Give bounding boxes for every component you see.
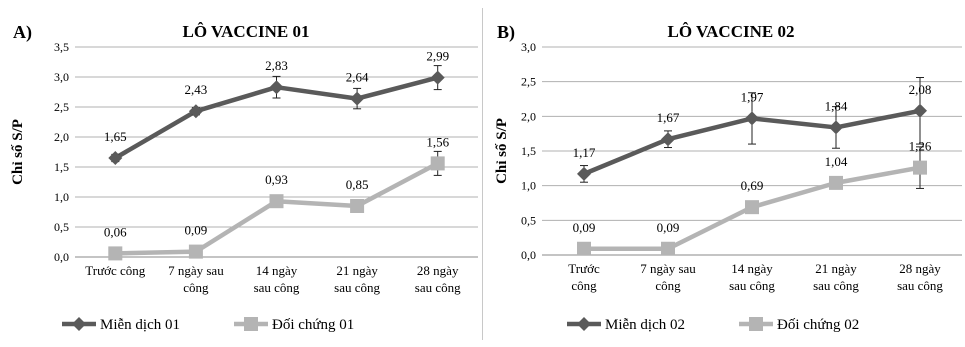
y-tick-label: 1,0 <box>54 190 69 204</box>
x-tick-label: sau công <box>254 280 300 295</box>
y-tick-label: 0,5 <box>521 213 536 227</box>
panel-label: B) <box>497 22 515 43</box>
data-point-square <box>577 241 591 256</box>
data-label: 1,67 <box>657 110 680 125</box>
data-label: 1,04 <box>825 154 848 169</box>
data-point-diamond <box>577 166 591 181</box>
x-tick-label: 7 ngày sau <box>168 263 224 278</box>
data-label: 2,83 <box>265 58 288 73</box>
x-tick-label: 21 ngày <box>815 261 857 276</box>
x-tick-label: 28 ngày <box>899 261 941 276</box>
y-tick-label: 3,0 <box>54 70 69 84</box>
data-label: 1,26 <box>909 139 932 154</box>
y-tick-label: 2,0 <box>54 130 69 144</box>
x-tick-label: sau công <box>897 278 943 293</box>
data-label: 0,09 <box>185 223 208 238</box>
data-label: 1,56 <box>426 134 449 149</box>
data-point-diamond <box>269 80 284 95</box>
y-axis-title: Chỉ số S/P <box>10 119 26 185</box>
data-label: 0,93 <box>265 172 288 187</box>
chart-title: LÔ VACCINE 02 <box>668 22 795 41</box>
data-point-square <box>350 199 365 213</box>
panel-label: A) <box>13 22 32 43</box>
y-tick-label: 0,0 <box>54 250 69 264</box>
legend-marker-diamond <box>72 317 86 331</box>
data-point-square <box>913 160 927 175</box>
y-tick-label: 0,0 <box>521 248 536 262</box>
y-tick-label: 1,0 <box>521 179 536 193</box>
legend-label: Đối chứng 02 <box>777 317 859 333</box>
chart-title: LÔ VACCINE 01 <box>183 22 310 41</box>
legend-label: Đối chứng 01 <box>272 317 354 333</box>
x-tick-label: 28 ngày <box>417 263 459 278</box>
data-point-diamond <box>661 132 675 147</box>
data-point-square <box>829 175 843 190</box>
y-tick-label: 1,5 <box>521 144 536 158</box>
x-tick-label: Trước <box>568 261 600 276</box>
legend-label: Miễn dịch 01 <box>100 317 180 333</box>
data-label: 2,43 <box>185 82 208 97</box>
data-label: 0,69 <box>741 178 764 193</box>
data-point-diamond <box>745 111 759 126</box>
data-point-diamond <box>188 104 203 119</box>
y-tick-label: 2,0 <box>521 109 536 123</box>
chart-panel-a: A) LÔ VACCINE 01 0,0 0,5 1,0 1,5 2,0 2,5 3,0 3,5 C… <box>10 22 478 333</box>
y-tick-label: 3,0 <box>521 40 536 54</box>
y-tick-label: 2,5 <box>521 75 536 89</box>
data-point-square <box>188 244 203 259</box>
panel-divider <box>482 8 483 340</box>
data-point-square <box>661 241 675 256</box>
data-label: 1,65 <box>104 129 127 144</box>
x-tick-label: 14 ngày <box>256 263 298 278</box>
x-tick-label: sau công <box>334 280 380 295</box>
data-point-diamond <box>108 151 123 165</box>
data-label: 1,17 <box>573 145 596 160</box>
data-label: 0,09 <box>657 220 680 235</box>
data-label: 2,99 <box>426 49 449 64</box>
data-label: 0,85 <box>346 177 369 192</box>
x-tick-label: sau công <box>813 278 859 293</box>
data-point-diamond <box>913 103 927 118</box>
x-tick-label: 7 ngày sau <box>640 261 696 276</box>
data-label: 1,97 <box>741 89 764 104</box>
chart-panel-b: B) LÔ VACCINE 02 0,0 0,5 1,0 1,5 2,0 2,5 3,0 Chỉ … <box>494 22 962 333</box>
x-tick-label: công <box>655 278 681 293</box>
x-tick-label: 21 ngày <box>336 263 378 278</box>
legend-marker-square <box>749 317 763 331</box>
data-point-diamond <box>430 70 445 85</box>
x-tick-label: công <box>571 278 597 293</box>
x-tick-label: Trước công <box>85 263 146 278</box>
x-tick-label: sau công <box>415 280 461 295</box>
data-label: 0,06 <box>104 224 127 239</box>
data-point-diamond <box>829 120 843 135</box>
y-tick-label: 0,5 <box>54 220 69 234</box>
data-label: 0,09 <box>573 220 596 235</box>
legend-marker-diamond <box>577 317 591 331</box>
data-point-square <box>745 200 759 215</box>
y-tick-label: 3,5 <box>54 40 69 54</box>
data-label: 2,64 <box>346 70 369 85</box>
y-tick-label: 2,5 <box>54 100 69 114</box>
data-point-square <box>108 246 123 261</box>
legend-marker-square <box>244 317 258 331</box>
data-point-diamond <box>350 91 365 106</box>
x-tick-label: 14 ngày <box>731 261 773 276</box>
x-tick-label: sau công <box>729 278 775 293</box>
data-label: 2,08 <box>909 82 932 97</box>
data-point-square <box>430 156 445 171</box>
y-tick-label: 1,5 <box>54 160 69 174</box>
data-label: 1,84 <box>825 98 848 113</box>
x-tick-label: công <box>183 280 209 295</box>
legend-label: Miễn dịch 02 <box>605 317 685 333</box>
data-point-square <box>269 194 284 209</box>
y-axis-title: Chỉ số S/P <box>494 118 510 184</box>
